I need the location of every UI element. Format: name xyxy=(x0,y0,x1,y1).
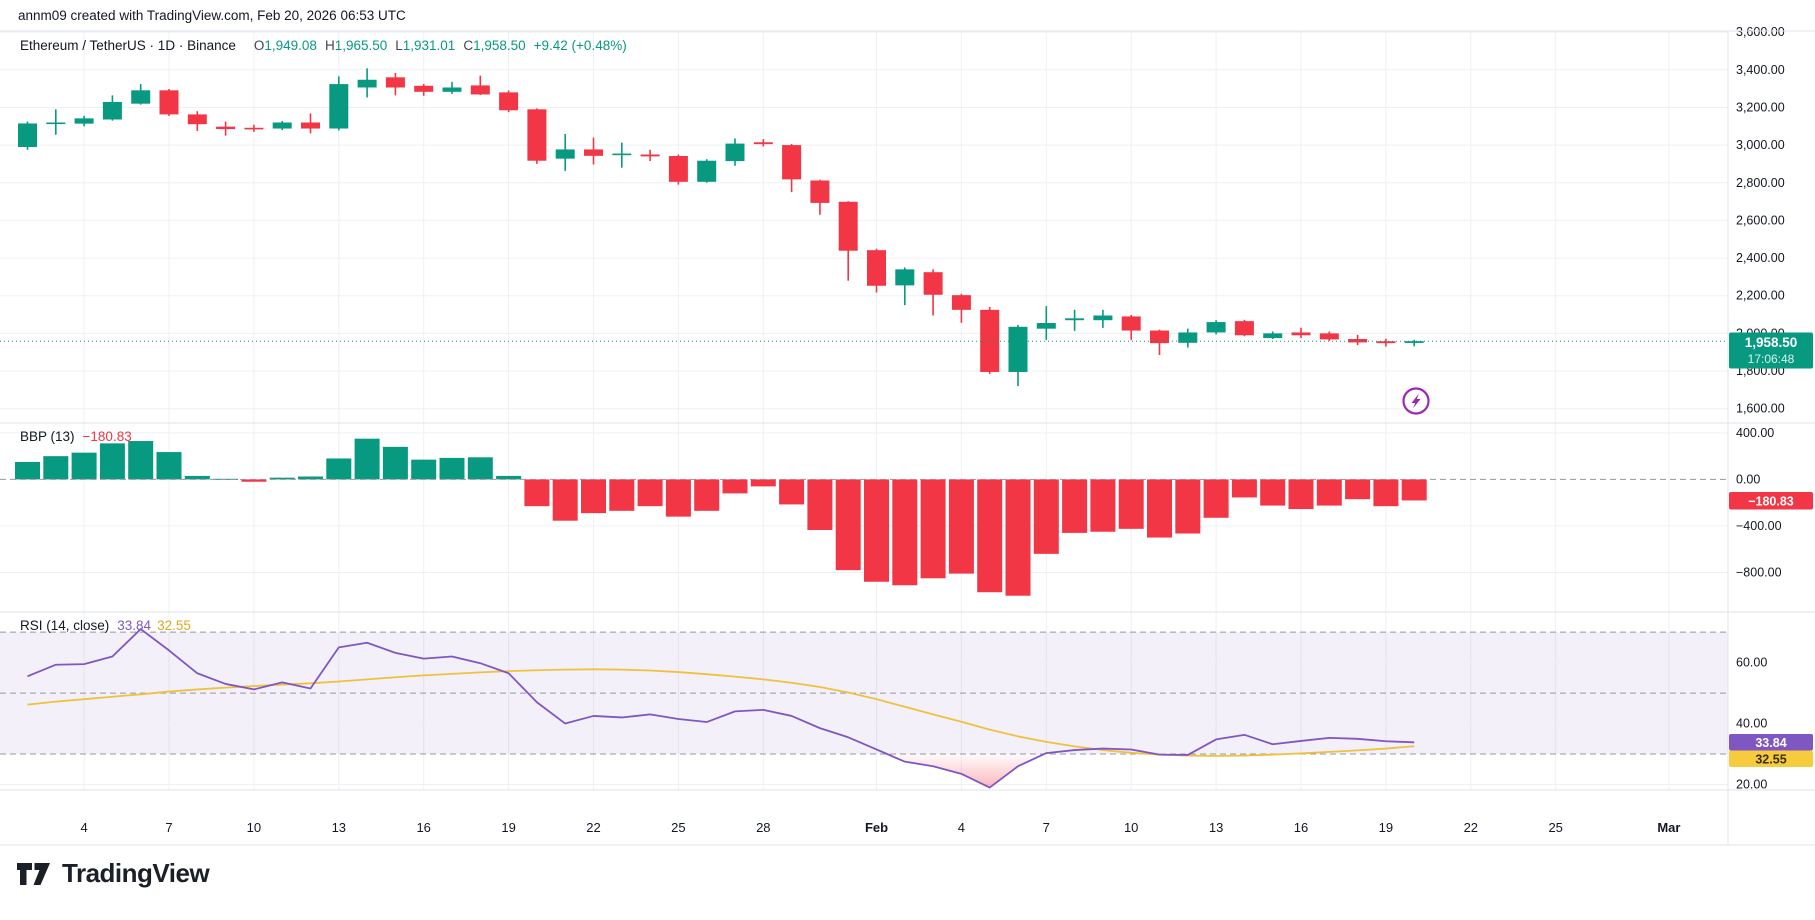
ohlc-values: O1,949.08 H1,965.50 L1,931.01 C1,958.50 xyxy=(253,38,526,53)
svg-text:33.84: 33.84 xyxy=(1755,736,1786,750)
svg-text:1,600.00: 1,600.00 xyxy=(1736,402,1785,416)
svg-text:22: 22 xyxy=(1464,820,1478,835)
svg-text:3,400.00: 3,400.00 xyxy=(1736,63,1785,77)
svg-text:2,400.00: 2,400.00 xyxy=(1736,251,1785,265)
svg-text:25: 25 xyxy=(1548,820,1562,835)
svg-text:2,800.00: 2,800.00 xyxy=(1736,176,1785,190)
svg-text:7: 7 xyxy=(1043,820,1050,835)
bbp-label: BBP (13) xyxy=(20,429,75,444)
svg-text:10: 10 xyxy=(1124,820,1138,835)
svg-text:3,000.00: 3,000.00 xyxy=(1736,138,1785,152)
rsi-label: RSI (14, close) xyxy=(20,618,110,633)
symbol-legend[interactable]: Ethereum / TetherUS · 1D · Binance O1,949… xyxy=(20,38,627,53)
svg-text:32.55: 32.55 xyxy=(1755,753,1786,767)
svg-text:13: 13 xyxy=(1209,820,1223,835)
svg-text:16: 16 xyxy=(416,820,430,835)
attribution-text: annm09 created with TradingView.com, Feb… xyxy=(18,8,406,23)
svg-text:7: 7 xyxy=(165,820,172,835)
svg-text:1,958.50: 1,958.50 xyxy=(1745,335,1798,350)
svg-text:−800.00: −800.00 xyxy=(1736,565,1782,579)
svg-text:Feb: Feb xyxy=(865,820,888,835)
svg-text:19: 19 xyxy=(1379,820,1393,835)
svg-text:40.00: 40.00 xyxy=(1736,717,1767,731)
svg-text:400.00: 400.00 xyxy=(1736,426,1774,440)
svg-text:−400.00: −400.00 xyxy=(1736,519,1782,533)
svg-text:4: 4 xyxy=(80,820,87,835)
rsi-indicator-legend[interactable]: RSI (14, close) 33.84 32.55 xyxy=(20,618,191,633)
bbp-value: −180.83 xyxy=(82,429,132,444)
svg-text:22: 22 xyxy=(586,820,600,835)
change-value: +9.42 (+0.48%) xyxy=(533,38,627,53)
svg-text:3,600.00: 3,600.00 xyxy=(1736,25,1785,39)
svg-text:Mar: Mar xyxy=(1657,820,1680,835)
rsi-value: 33.84 xyxy=(117,618,152,633)
svg-text:4: 4 xyxy=(958,820,965,835)
svg-text:16: 16 xyxy=(1294,820,1308,835)
svg-text:−180.83: −180.83 xyxy=(1748,495,1794,509)
svg-text:13: 13 xyxy=(332,820,346,835)
svg-text:10: 10 xyxy=(247,820,261,835)
svg-text:25: 25 xyxy=(671,820,685,835)
symbol-title: Ethereum / TetherUS · 1D · Binance xyxy=(20,38,236,53)
svg-text:20.00: 20.00 xyxy=(1736,778,1767,792)
svg-text:3,200.00: 3,200.00 xyxy=(1736,100,1785,114)
tradingview-logo-icon xyxy=(17,862,50,885)
svg-text:2,200.00: 2,200.00 xyxy=(1736,289,1785,303)
svg-text:28: 28 xyxy=(756,820,770,835)
svg-text:19: 19 xyxy=(501,820,515,835)
tradingview-logo-text: TradingView xyxy=(62,858,210,888)
svg-text:17:06:48: 17:06:48 xyxy=(1748,352,1795,366)
svg-text:60.00: 60.00 xyxy=(1736,656,1767,670)
bbp-indicator-legend[interactable]: BBP (13) −180.83 xyxy=(20,429,132,444)
svg-text:0.00: 0.00 xyxy=(1736,472,1760,486)
rsi-ma-value: 32.55 xyxy=(157,618,191,633)
svg-text:2,600.00: 2,600.00 xyxy=(1736,213,1785,227)
tradingview-logo[interactable]: TradingView xyxy=(16,858,210,889)
